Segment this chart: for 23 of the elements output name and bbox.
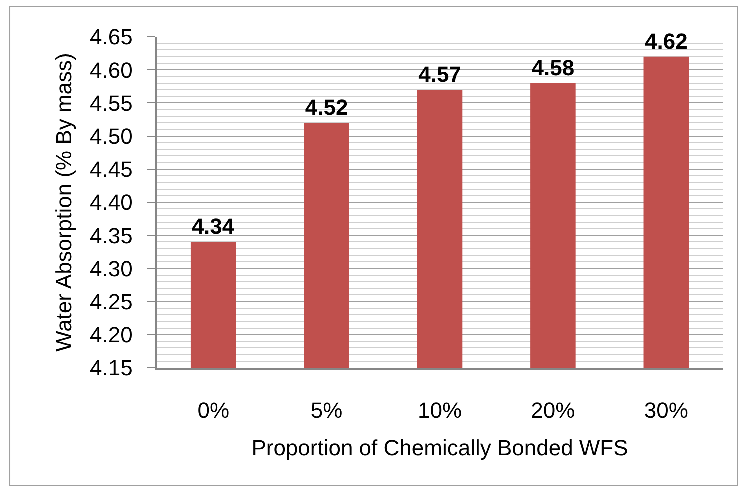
x-tick-label: 30% <box>644 398 688 424</box>
y-tick-label: 4.55 <box>90 90 133 116</box>
x-tick-label: 0% <box>198 398 230 424</box>
data-label: 4.57 <box>418 62 462 87</box>
data-label: 4.58 <box>532 55 575 80</box>
data-label: 4.34 <box>192 214 236 240</box>
y-tick-label: 4.50 <box>90 124 133 149</box>
y-axis-title: Water Absorption (% By mass) <box>51 53 76 352</box>
x-tick-label: 10% <box>418 398 462 424</box>
y-tick-label: 4.30 <box>90 256 133 282</box>
x-axis-title: Proportion of Chemically Bonded WFS <box>252 436 628 461</box>
y-tick-label: 4.20 <box>90 322 133 348</box>
y-tick-label: 4.25 <box>90 290 133 314</box>
y-tick-label: 4.60 <box>90 58 133 83</box>
y-tick-label: 4.15 <box>90 356 133 381</box>
data-label: 4.62 <box>644 28 688 54</box>
y-tick-label: 4.35 <box>90 223 133 248</box>
data-label: 4.52 <box>305 95 348 120</box>
x-tick-label: 20% <box>531 398 576 424</box>
y-tick-label: 4.45 <box>90 157 133 182</box>
x-tick-label: 5% <box>310 398 343 424</box>
y-tick-label: 4.65 <box>90 24 133 50</box>
y-tick-label: 4.40 <box>90 190 133 216</box>
